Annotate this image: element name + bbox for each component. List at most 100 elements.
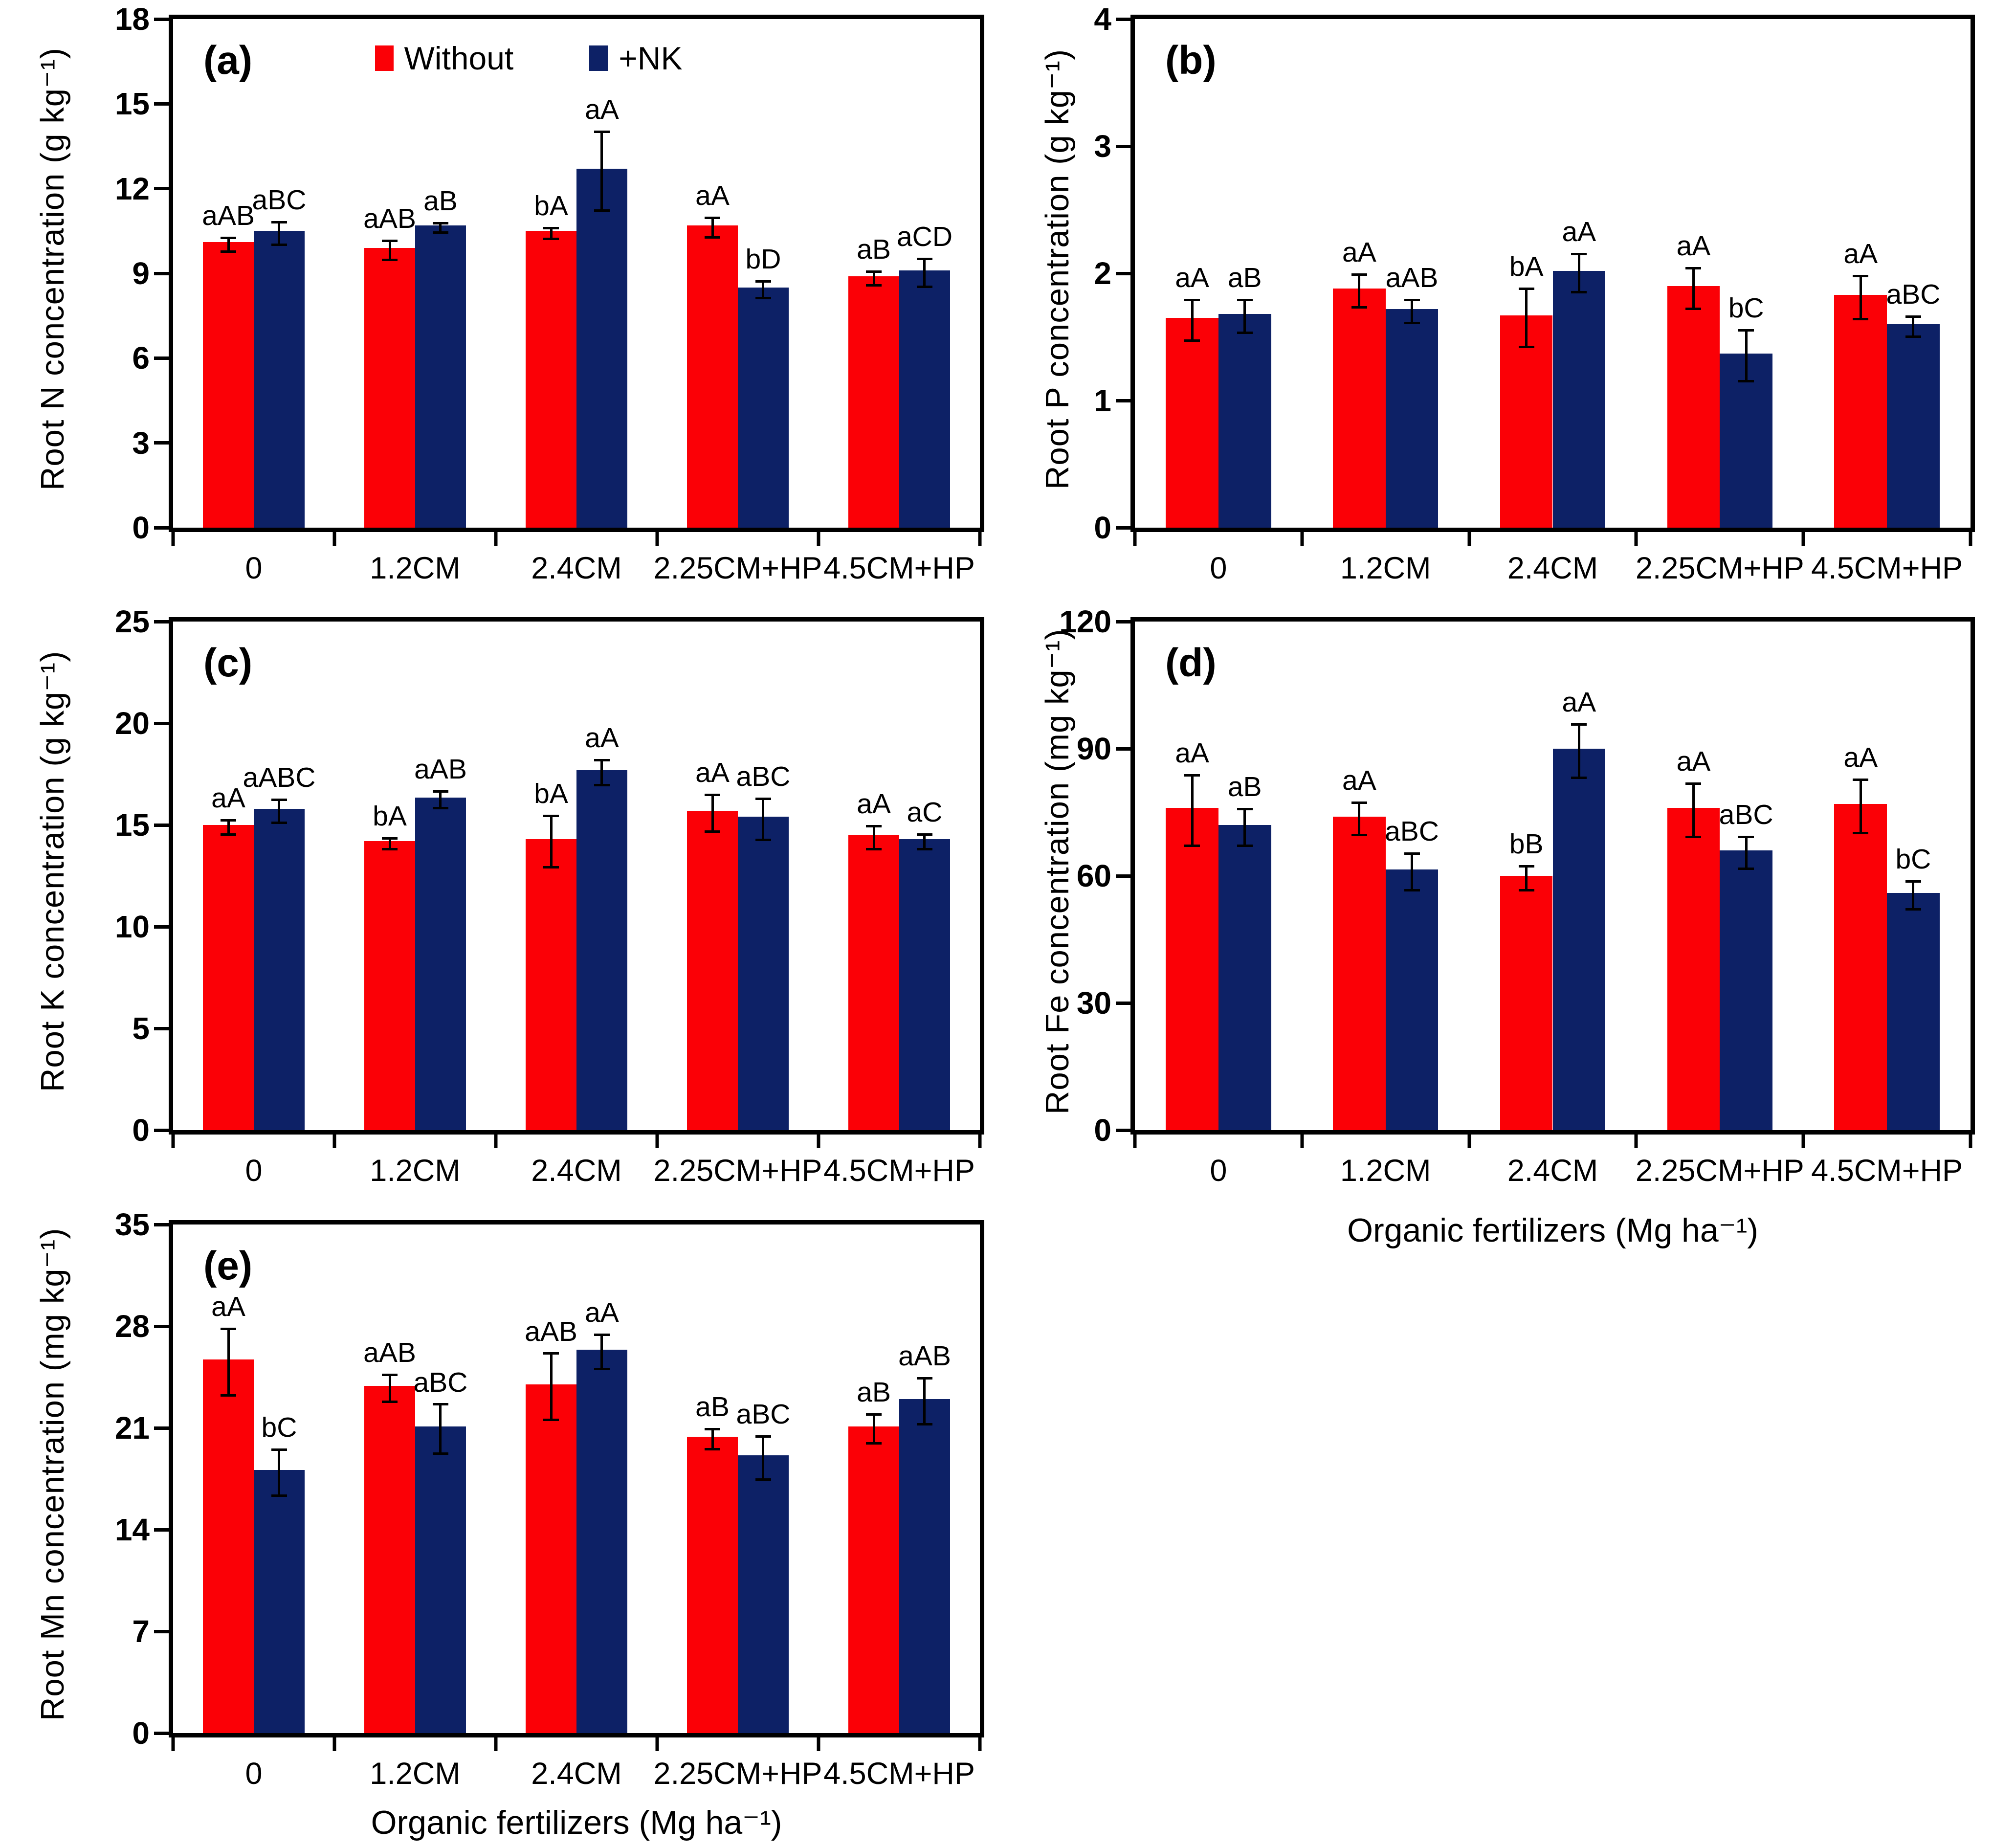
significance-letter: aAB [363, 202, 416, 234]
y-axis-tick [154, 823, 169, 827]
x-axis-tick [1801, 1135, 1805, 1148]
error-bar-line [1358, 276, 1361, 307]
bar-without-2.25CM+HP [1667, 808, 1720, 1130]
x-axis-tick [1969, 1135, 1972, 1148]
significance-letter: aBC [1385, 816, 1439, 847]
significance-letter: bC [261, 1411, 297, 1443]
error-bar-line [1859, 780, 1862, 832]
x-axis-tick [494, 1737, 498, 1751]
error-bar [1571, 723, 1587, 779]
error-bar-line [1525, 868, 1528, 889]
bar-without-1.2CM [364, 248, 415, 528]
x-axis-tick [171, 532, 175, 546]
error-bar-line [600, 1336, 603, 1368]
error-bar-line [1912, 317, 1915, 336]
error-bar-line [600, 133, 603, 210]
error-bar-line [711, 796, 714, 831]
bar-without-1.2CM [364, 841, 415, 1130]
error-bar-line [1411, 301, 1414, 322]
x-category-label: 0 [245, 1757, 263, 1791]
error-bar [1404, 299, 1420, 324]
y-tick-label: 90 [1076, 731, 1111, 766]
error-bar-line [1692, 785, 1695, 836]
error-bar-line [923, 1380, 926, 1424]
bar-nk-0 [1218, 314, 1271, 528]
significance-letter: aA [211, 782, 245, 814]
panel-d: Root Fe concentration (mg kg⁻¹) (d) 0 30 6… [1017, 606, 1988, 1272]
significance-letter: aBC [1886, 278, 1941, 310]
x-axis-tick [1133, 532, 1137, 546]
error-bar [1184, 299, 1200, 342]
y-axis-tick [1116, 620, 1130, 623]
error-bar [1518, 865, 1534, 891]
significance-letter: aA [585, 1296, 619, 1328]
y-tick-label: 0 [1094, 1113, 1111, 1148]
x-axis-tick [332, 1737, 336, 1751]
error-bar [1237, 299, 1253, 334]
error-bar [1905, 315, 1921, 338]
y-tick-label: 21 [114, 1410, 150, 1446]
panel-letter-c: (c) [203, 641, 253, 685]
legend-swatch-nk [589, 45, 608, 71]
significance-letter: aBC [413, 1366, 468, 1398]
x-axis-tick [171, 1737, 175, 1751]
x-axis-tick [655, 532, 659, 546]
x-axis-tick [978, 1135, 982, 1148]
significance-letter: aAB [1385, 262, 1439, 293]
y-axis-tick [154, 356, 169, 360]
x-axis-tick [978, 1737, 982, 1751]
bar-nk-2.4CM [1552, 270, 1606, 528]
x-axis-title-d: Organic fertilizers (Mg ha⁻¹) [1347, 1212, 1758, 1249]
error-bar [916, 833, 932, 850]
y-axis-tick [1116, 144, 1130, 148]
y-axis-tick [1116, 1001, 1130, 1005]
y-tick-label: 0 [132, 510, 150, 545]
error-bar-line [388, 1376, 391, 1401]
x-category-label: 1.2CM [1340, 551, 1431, 585]
bar-nk-0 [254, 1470, 305, 1733]
x-category-label: 4.5CM+HP [823, 1154, 975, 1188]
significance-letter: bA [1509, 250, 1544, 282]
y-tick-label: 0 [132, 1113, 150, 1148]
x-axis-tick [817, 1737, 820, 1751]
bar-nk-2.25CM+HP [1720, 850, 1772, 1130]
x-axis-tick [1300, 532, 1304, 546]
error-bar-line [439, 1405, 442, 1452]
x-category-label: 2.4CM [531, 1757, 622, 1791]
error-bar-line [278, 801, 281, 822]
error-bar-line [1191, 301, 1194, 339]
legend-label-without: Without [404, 40, 514, 76]
y-axis-tick [1116, 399, 1130, 402]
bar-nk-2.4CM [1552, 749, 1606, 1130]
y-tick-label: 0 [132, 1715, 150, 1751]
x-category-label: 0 [1210, 551, 1227, 585]
significance-letter: aBC [736, 760, 791, 792]
bar-nk-0 [254, 808, 305, 1130]
significance-letter: bC [1895, 843, 1931, 875]
error-bar-line [550, 229, 553, 238]
significance-letter: aCD [896, 221, 952, 253]
significance-letter: aAB [363, 1336, 416, 1368]
error-bar-line [1692, 269, 1695, 308]
bar-nk-1.2CM [415, 1426, 466, 1733]
panel-letter-e: (e) [203, 1244, 253, 1288]
error-bar [1853, 778, 1869, 834]
bar-nk-1.2CM [415, 225, 466, 528]
error-bar-line [1525, 289, 1528, 346]
bar-without-0 [1166, 318, 1218, 528]
error-bar [755, 797, 771, 841]
error-bar [866, 825, 882, 850]
x-category-label: 2.25CM+HP [653, 1757, 822, 1791]
y-axis-tick [154, 1731, 169, 1735]
x-axis-tick [1467, 532, 1471, 546]
error-bar [1404, 852, 1420, 891]
significance-letter: aA [585, 94, 619, 126]
x-category-label: 2.25CM+HP [1635, 1154, 1804, 1188]
y-tick-label: 10 [114, 909, 150, 944]
bar-without-4.5CM+HP [848, 1426, 899, 1733]
significance-letter: aA [1676, 746, 1711, 778]
error-bar-line [711, 219, 714, 237]
error-bar [543, 226, 559, 240]
x-axis-tick [1467, 1135, 1471, 1148]
